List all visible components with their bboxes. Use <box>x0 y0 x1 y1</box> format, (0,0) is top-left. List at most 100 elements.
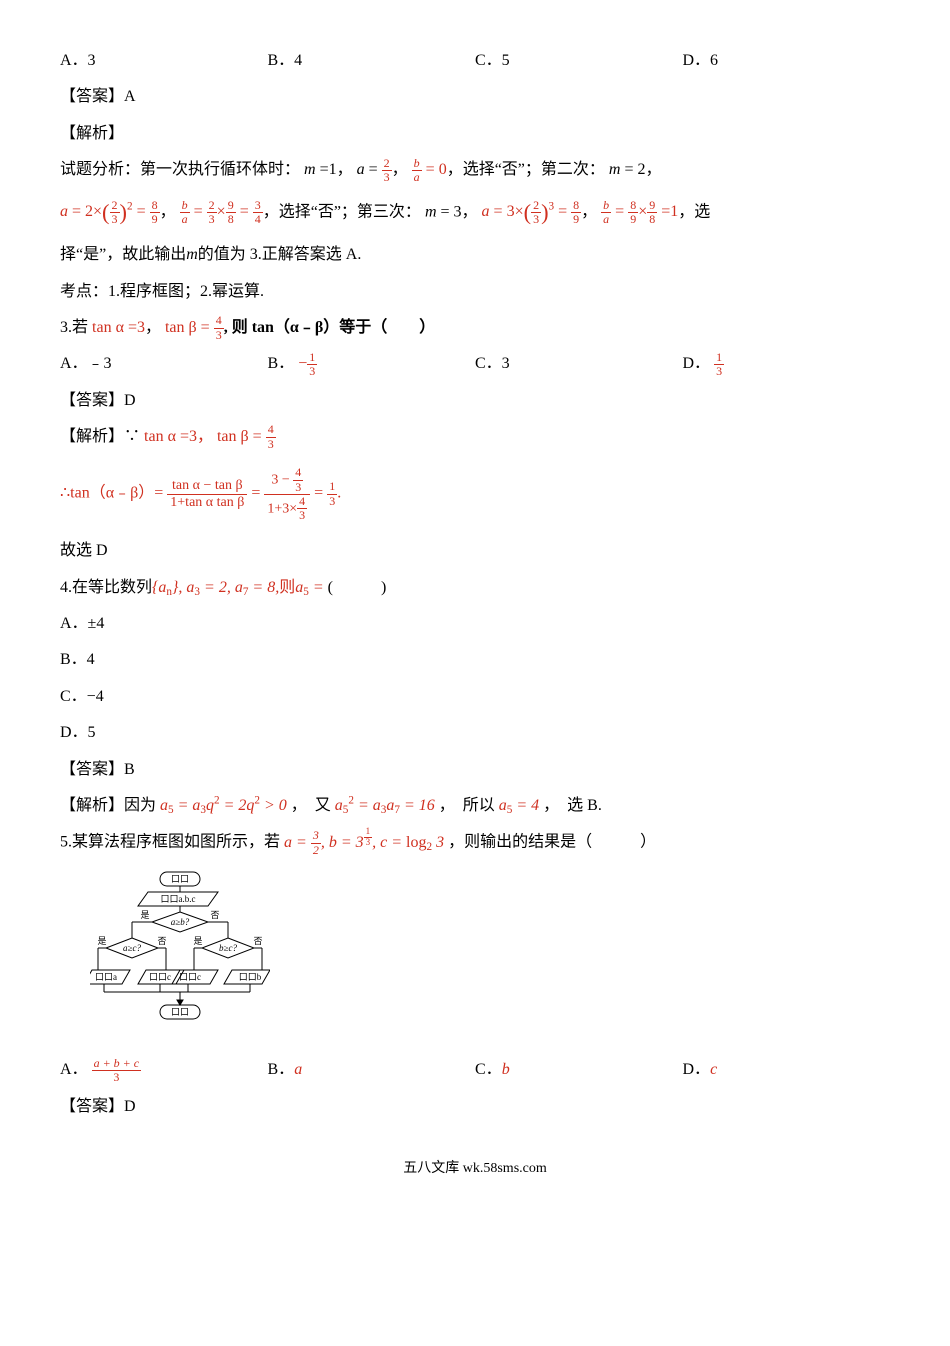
q4-opt-d: D．5 <box>60 718 890 748</box>
q4-eq1: a5 = a3q2 = 2q2 > 0 <box>160 797 287 814</box>
q2-opt-a: A．3 <box>60 46 268 76</box>
q3-d-frac: 13 <box>714 351 724 378</box>
q5-stem: 5.某算法程序框图如图所示，若 a = 32, b = 313, c = log… <box>60 827 890 858</box>
q2-no-2: ，选择“否”；第二次： <box>447 161 605 178</box>
q5-flowchart: 口口 口口a.b.c a≥b? 是否 a≥c? b≥c? 是否 是否 口口a 口… <box>90 870 890 1045</box>
q4-d: D．5 <box>60 724 96 741</box>
svg-text:a≥c?: a≥c? <box>123 943 141 953</box>
q5-c-v: b <box>502 1061 510 1078</box>
footer-link[interactable]: wk.58sms.com <box>463 1161 547 1176</box>
q4-answer: 【答案】B <box>60 755 890 785</box>
q4-b: B．4 <box>60 651 95 668</box>
q4-stem-txt: 4.在等比数列 <box>60 579 152 596</box>
q3-therefore: ∴tan（α﹣β）= <box>60 485 163 502</box>
math-m3: m <box>425 203 437 220</box>
q3-opt-b: B． −13 <box>268 349 476 379</box>
svg-text:b≥c?: b≥c? <box>219 943 237 953</box>
q3-d-num: 1 <box>714 351 724 365</box>
q2-options: A．3 B．4 C．5 D．6 <box>60 46 890 76</box>
q2-opt-c: C．5 <box>475 46 683 76</box>
q3-analysis-1: 【解析】∵ tan α =3， tan β = 43 <box>60 422 890 452</box>
svg-text:否: 否 <box>253 936 262 946</box>
q3-tanb: tan β = 43 <box>165 319 224 336</box>
svg-text:口口c: 口口c <box>149 972 171 982</box>
q4-ana-lbl: 【解析】因为 <box>60 797 156 814</box>
q5-b-lbl: B． <box>268 1061 295 1078</box>
q3-big-frac2: 3 − 43 1+3×43 <box>264 466 310 522</box>
math-a1: a <box>357 161 365 178</box>
q4-a: A．±4 <box>60 615 104 632</box>
svg-text:否: 否 <box>210 910 219 920</box>
q5-prefix: 5.某算法程序框图如图所示，若 <box>60 834 280 851</box>
svg-text:口口a: 口口a <box>95 972 117 982</box>
q3-b-frac: −13 <box>298 355 317 372</box>
frac-b-a: ba <box>412 157 422 184</box>
svg-text:否: 否 <box>157 936 166 946</box>
q4-ze: 则 <box>279 579 295 596</box>
q5-a-frac: a + b + c3 <box>92 1057 142 1084</box>
q5-a-lbl: A． <box>60 1061 88 1078</box>
q2-analysis-2: a = 2×(23)2 = 89， ba = 23×98 = 34，选择“否”；… <box>60 192 890 235</box>
q3-tana: tan α =3 <box>92 319 145 336</box>
q4-eq3: a5 = 4 <box>499 797 539 814</box>
q3-opt-c: C．3 <box>475 349 683 379</box>
q3-ana-tana: tan α =3， <box>144 428 213 445</box>
q4-eq2: a52 = a3a7 = 16 <box>335 797 435 814</box>
math-a-eq2: a = 2×(23)2 = 89 <box>60 203 160 220</box>
svg-text:口口a.b.c: 口口a.b.c <box>161 894 196 904</box>
q2-opt-b: B．4 <box>268 46 476 76</box>
page-footer: 五八文库 wk.58sms.com <box>60 1156 890 1183</box>
q5-options: A． a + b + c3 B．a C．b D．c <box>60 1055 890 1085</box>
q5-b-v: a <box>294 1061 302 1078</box>
q5-opt-a: A． a + b + c3 <box>60 1055 268 1085</box>
q3-bold: , 则 tan（α﹣β）等于（ ） <box>224 319 436 336</box>
q3-b-lbl: B． <box>268 355 295 372</box>
svg-text:口口: 口口 <box>171 1007 189 1017</box>
q4-opt-b: B．4 <box>60 645 890 675</box>
svg-text:a≥b?: a≥b? <box>171 917 190 927</box>
q4-c: C．−4 <box>60 688 104 705</box>
q5-c-lbl: C． <box>475 1061 502 1078</box>
svg-text:是: 是 <box>97 936 106 946</box>
q5-d-v: c <box>710 1061 717 1078</box>
q4-tail: ， 选 B. <box>543 797 602 814</box>
q5-abc: a = 32, b = 313, c = log2 3 <box>284 834 444 851</box>
q3-d-lbl: D． <box>683 355 711 372</box>
q5-suffix: ，则输出的结果是（ ） <box>448 834 656 851</box>
svg-text:口口b: 口口b <box>239 972 262 982</box>
q4-mid1: ， 又 <box>291 797 331 814</box>
q2-opt-d: D．6 <box>683 46 891 76</box>
q3-analysis-2: ∴tan（α﹣β）= tan α − tan β 1+tan α tan β =… <box>60 466 890 522</box>
math-ba-2: ba = 23×98 = 34 <box>180 203 263 220</box>
svg-text:是: 是 <box>140 910 149 920</box>
q4-opt-c: C．−4 <box>60 682 890 712</box>
q5-opt-b: B．a <box>268 1055 476 1085</box>
q3-ana-tanb: tan β = 43 <box>217 428 276 445</box>
svg-text:是: 是 <box>193 936 202 946</box>
q5-opt-d: D．c <box>683 1055 891 1085</box>
q2-no-3: ，选择“否”；第三次： <box>263 203 421 220</box>
q4-opt-a: A．±4 <box>60 609 890 639</box>
math-a-eq3: a = 3×(23)3 = 89 <box>482 203 582 220</box>
q2-analysis-1: 试题分析：第一次执行循环体时： m =1， a = 23， ba = 0，选择“… <box>60 155 890 185</box>
q2-suffix2: 的值为 3.正解答案选 A. <box>198 246 362 263</box>
q3-mid: ， <box>145 319 161 336</box>
q4-seq: {an}, a3 = 2, a7 = 8, <box>152 579 279 596</box>
q3-b-neg: − <box>298 355 307 372</box>
q5-opt-c: C．b <box>475 1055 683 1085</box>
svg-text:口口: 口口 <box>171 874 189 884</box>
q3-big-frac1: tan α − tan β 1+tan α tan β <box>167 478 247 511</box>
q4-analysis: 【解析】因为 a5 = a3q2 = 2q2 > 0 ， 又 a52 = a3a… <box>60 791 890 821</box>
q5-a-den: 3 <box>92 1071 142 1084</box>
svg-text:口口c: 口口c <box>179 972 201 982</box>
math-ba-3: ba = 89×98 =1 <box>601 203 678 220</box>
q5-a-num: a + b + c <box>92 1057 142 1071</box>
math-m1: m <box>304 161 316 178</box>
q3-d-den: 3 <box>714 365 724 378</box>
q2-analysis-prefix: 试题分析：第一次执行循环体时： <box>60 161 300 178</box>
math-m-out: m <box>186 246 198 263</box>
q2-kaodian: 考点：1.程序框图；2.幂运算. <box>60 277 890 307</box>
q3-opt-a: A．﹣3 <box>60 349 268 379</box>
q3-stem: 3.若 tan α =3， tan β = 43, 则 tan（α﹣β）等于（ … <box>60 313 890 343</box>
q4-mid2: ， 所以 <box>439 797 495 814</box>
